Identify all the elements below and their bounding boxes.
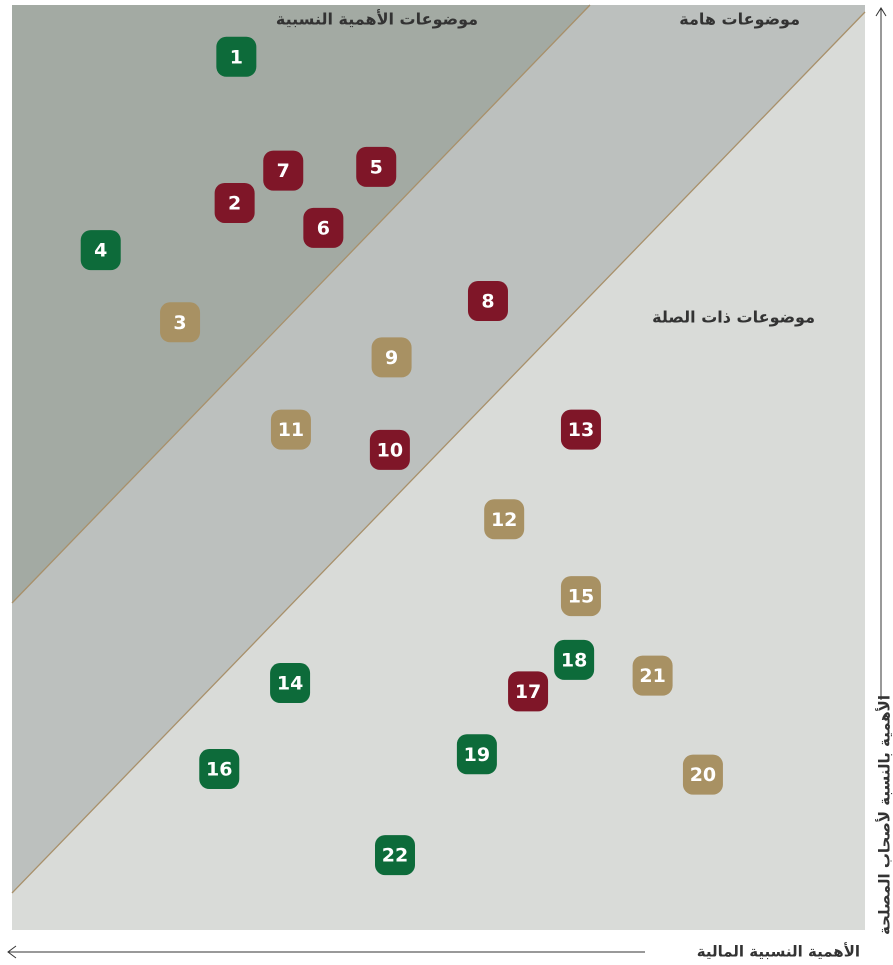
badge <box>508 671 549 712</box>
band-middle <box>12 5 865 893</box>
y-arrow <box>875 7 887 17</box>
badge <box>216 36 257 77</box>
badge-label: 22 <box>382 845 408 867</box>
badge-label: 19 <box>464 744 490 766</box>
x-arrow <box>7 945 17 959</box>
badge <box>554 639 595 680</box>
badge <box>356 146 397 187</box>
badge <box>682 754 723 795</box>
badge <box>374 835 415 876</box>
badge <box>560 576 601 617</box>
badge <box>270 663 311 704</box>
divider <box>11 11 866 894</box>
badge-label: 10 <box>377 439 403 461</box>
badge-label: 17 <box>515 681 541 703</box>
badge <box>263 150 304 191</box>
badge <box>484 499 525 540</box>
badge-label: 18 <box>561 649 587 671</box>
region-label: موضوعات ذات الصلة <box>652 308 815 327</box>
badge-label: 4 <box>94 240 107 262</box>
badge-label: 13 <box>568 419 594 441</box>
badge <box>214 182 255 223</box>
badge <box>270 409 311 450</box>
badge-label: 1 <box>230 46 243 68</box>
badge <box>369 429 410 470</box>
badge-label: 9 <box>385 347 398 369</box>
badge-label: 16 <box>206 759 232 781</box>
badge <box>456 734 497 775</box>
badge <box>303 207 344 248</box>
badge <box>560 409 601 450</box>
badge-label: 11 <box>278 419 304 441</box>
badge <box>80 230 121 271</box>
badge-label: 21 <box>639 665 665 687</box>
region-label: موضوعات الأهمية النسبية <box>276 10 478 29</box>
badge-label: 5 <box>370 156 383 178</box>
badge <box>632 655 673 696</box>
badge-label: 2 <box>228 192 241 214</box>
badge-label: 3 <box>173 312 186 334</box>
x-axis-label: الأهمية النسبية المالية <box>697 943 860 961</box>
badge-label: 6 <box>317 217 330 239</box>
badge <box>467 281 508 321</box>
badge-label: 15 <box>568 586 594 608</box>
badge <box>371 337 412 378</box>
divider <box>11 4 591 604</box>
badge-label: 20 <box>690 764 716 786</box>
badge-label: 14 <box>277 673 303 695</box>
badge-label: 8 <box>481 291 494 313</box>
badge-label: 12 <box>491 509 517 531</box>
badge-label: 7 <box>277 160 290 182</box>
region-label: موضوعات هامة <box>679 10 800 29</box>
y-axis-label: الأهمية بالنسبة لأصحاب المصلحة <box>876 695 893 935</box>
badge <box>199 749 240 790</box>
badge <box>160 302 201 343</box>
